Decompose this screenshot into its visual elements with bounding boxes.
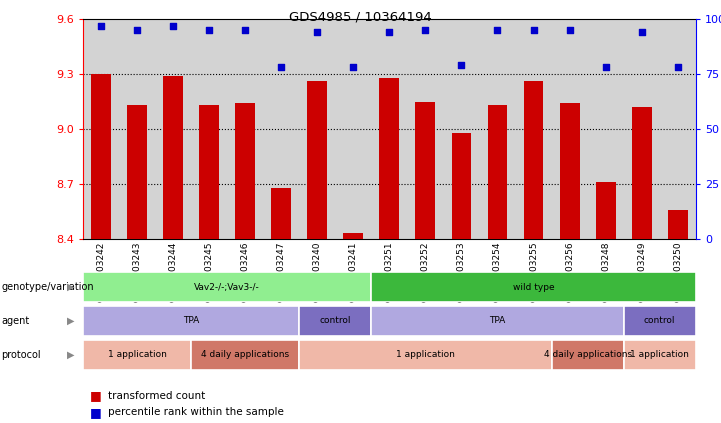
- Text: ▶: ▶: [67, 282, 74, 292]
- Point: [600, 64, 611, 71]
- Text: Vav2-/-;Vav3-/-: Vav2-/-;Vav3-/-: [194, 283, 260, 291]
- Point: [672, 64, 684, 71]
- Text: percentile rank within the sample: percentile rank within the sample: [108, 407, 284, 418]
- Bar: [523, 81, 544, 239]
- Bar: [596, 182, 616, 239]
- Point: [420, 27, 431, 33]
- Text: wild type: wild type: [513, 283, 554, 291]
- Point: [311, 29, 323, 36]
- Bar: [299, 340, 552, 370]
- Bar: [451, 133, 472, 239]
- Bar: [552, 340, 624, 370]
- Bar: [632, 107, 652, 239]
- Point: [131, 27, 143, 33]
- Bar: [83, 306, 299, 336]
- Point: [564, 27, 575, 33]
- Point: [275, 64, 287, 71]
- Text: 4 daily applications: 4 daily applications: [201, 350, 289, 359]
- Text: ▶: ▶: [67, 350, 74, 360]
- Bar: [307, 81, 327, 239]
- Bar: [83, 340, 191, 370]
- Bar: [191, 340, 299, 370]
- Bar: [199, 105, 219, 239]
- Bar: [371, 306, 624, 336]
- Text: 1 application: 1 application: [107, 350, 167, 359]
- Text: TPA: TPA: [183, 316, 199, 325]
- Text: TPA: TPA: [490, 316, 505, 325]
- Bar: [83, 272, 371, 302]
- Text: 1 application: 1 application: [630, 350, 689, 359]
- Bar: [343, 233, 363, 239]
- Point: [203, 27, 215, 33]
- Bar: [668, 210, 688, 239]
- Point: [167, 22, 179, 29]
- Bar: [127, 105, 147, 239]
- Bar: [163, 76, 183, 239]
- Point: [456, 62, 467, 69]
- Point: [348, 64, 359, 71]
- Text: ▶: ▶: [67, 316, 74, 326]
- Text: agent: agent: [1, 316, 30, 326]
- Text: transformed count: transformed count: [108, 390, 205, 401]
- Bar: [91, 74, 111, 239]
- Text: protocol: protocol: [1, 350, 41, 360]
- Text: 4 daily applications: 4 daily applications: [544, 350, 632, 359]
- Point: [492, 27, 503, 33]
- Text: ■: ■: [90, 406, 102, 419]
- Bar: [559, 103, 580, 239]
- Bar: [299, 306, 371, 336]
- Point: [636, 29, 647, 36]
- Text: control: control: [319, 316, 351, 325]
- Text: 1 application: 1 application: [396, 350, 455, 359]
- Point: [528, 27, 539, 33]
- Bar: [487, 105, 508, 239]
- Point: [239, 27, 251, 33]
- Bar: [415, 102, 435, 239]
- Point: [95, 22, 107, 29]
- Bar: [271, 188, 291, 239]
- Point: [384, 29, 395, 36]
- Bar: [624, 340, 696, 370]
- Bar: [379, 78, 399, 239]
- Text: ■: ■: [90, 389, 102, 402]
- Bar: [371, 272, 696, 302]
- Bar: [624, 306, 696, 336]
- Text: GDS4985 / 10364194: GDS4985 / 10364194: [289, 11, 432, 24]
- Text: genotype/variation: genotype/variation: [1, 282, 94, 292]
- Text: control: control: [644, 316, 676, 325]
- Bar: [235, 103, 255, 239]
